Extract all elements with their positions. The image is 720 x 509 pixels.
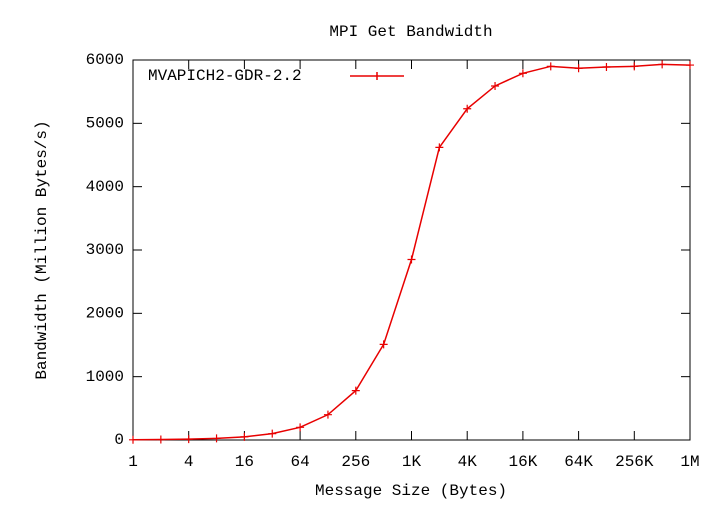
data-point — [546, 62, 555, 71]
data-point — [463, 104, 472, 113]
data-point — [435, 143, 444, 152]
data-point — [323, 410, 332, 419]
data-point — [658, 60, 667, 69]
data-point — [574, 64, 583, 73]
y-axis-label: Bandwidth (Million Bytes/s) — [33, 120, 51, 379]
data-point — [602, 62, 611, 71]
x-tick-label: 16K — [508, 453, 537, 471]
chart-title: MPI Get Bandwidth — [329, 23, 492, 41]
data-point — [268, 429, 277, 438]
data-point — [379, 340, 388, 349]
x-tick-label: 256K — [615, 453, 654, 471]
y-tick-label: 3000 — [86, 241, 124, 259]
x-tick-label: 1M — [680, 453, 699, 471]
y-tick-label: 2000 — [86, 305, 124, 323]
data-point — [407, 255, 416, 264]
x-axis-label: Message Size (Bytes) — [315, 482, 507, 500]
x-tick-label: 64 — [290, 453, 309, 471]
data-point — [296, 423, 305, 432]
data-point — [240, 432, 249, 441]
data-point — [686, 61, 694, 70]
data-point — [156, 435, 165, 444]
y-tick-label: 1000 — [86, 368, 124, 386]
data-point — [351, 386, 360, 395]
legend-swatch — [350, 72, 404, 80]
data-point — [212, 434, 221, 443]
x-tick-label: 1K — [402, 453, 422, 471]
data-point — [518, 69, 527, 78]
data-point — [129, 435, 137, 444]
data-point — [184, 435, 193, 444]
x-tick-label: 64K — [564, 453, 593, 471]
x-tick-label: 4 — [184, 453, 194, 471]
y-tick-label: 6000 — [86, 51, 124, 69]
y-tick-label: 4000 — [86, 178, 124, 196]
y-tick-label: 5000 — [86, 115, 124, 133]
legend-label: MVAPICH2-GDR-2.2 — [148, 67, 302, 85]
data-point — [491, 81, 500, 90]
x-tick-label: 1 — [128, 453, 138, 471]
x-tick-label: 4K — [458, 453, 478, 471]
y-tick-label: 0 — [114, 431, 124, 449]
x-tick-label: 16 — [235, 453, 254, 471]
data-point — [630, 62, 639, 71]
x-tick-label: 256 — [341, 453, 370, 471]
